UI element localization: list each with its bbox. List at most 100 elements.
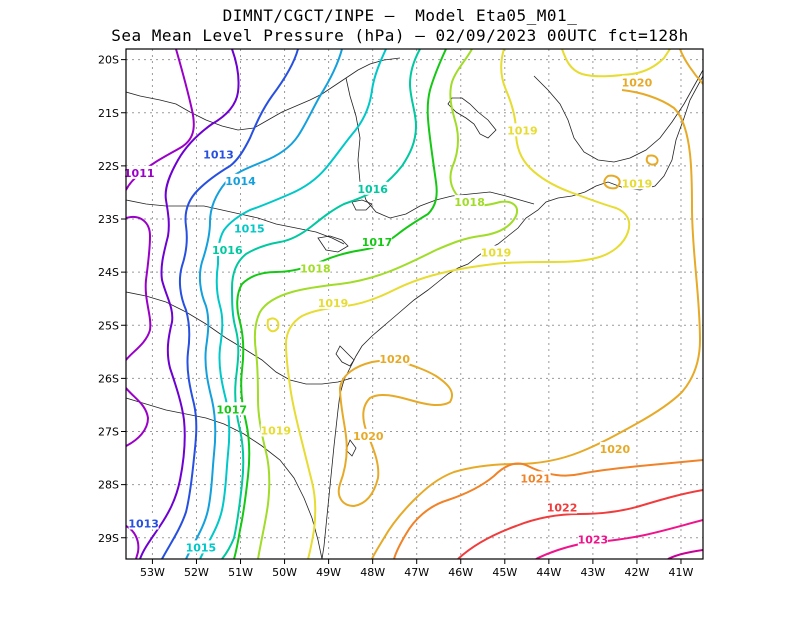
x-tick-label: 47W — [404, 566, 429, 579]
label-background — [507, 123, 538, 137]
isobar-1023 — [535, 519, 703, 559]
label-background — [520, 471, 551, 485]
isobar-value: 1013 — [203, 148, 234, 161]
isobar-label-1019: 1019 — [318, 296, 349, 310]
isobar-value: 1017 — [362, 236, 393, 249]
lake-outline — [447, 97, 497, 139]
isobar-1019 — [266, 49, 671, 559]
x-tick-label: 48W — [360, 566, 385, 579]
isobar-value: 1023 — [578, 533, 609, 546]
isobar-label-1017: 1017 — [216, 402, 247, 416]
isobar-1013 — [161, 49, 299, 559]
label-background — [480, 245, 511, 259]
x-tick-label: 49W — [316, 566, 341, 579]
x-tick-label: 42W — [624, 566, 649, 579]
isobar-label-1023: 1023 — [577, 532, 609, 546]
contour-labels: 1011 1013 1013 1014 1015 1015 1016 1016 1017 1017… — [124, 75, 653, 554]
isobar-1018 — [253, 49, 518, 559]
y-tick-label: 20S — [98, 54, 119, 67]
label-background — [212, 242, 243, 256]
isobar-label-1013: 1013 — [128, 516, 159, 530]
y-tick-label: 25S — [98, 319, 119, 332]
x-tick-label: 41W — [669, 566, 694, 579]
isobar-label-1019: 1019 — [621, 176, 653, 190]
isobar-label-1015: 1015 — [234, 221, 265, 236]
isobar-1016 — [221, 49, 421, 559]
y-tick-label: 23S — [98, 213, 119, 226]
isobar-value: 1019 — [318, 297, 349, 310]
isobar-value: 1019 — [507, 124, 538, 137]
isobar-label-1019: 1019 — [260, 423, 291, 438]
x-tick-label: 53W — [140, 566, 165, 579]
isobar-value: 1015 — [234, 223, 265, 236]
label-background — [357, 181, 388, 195]
y-tick-label: 28S — [98, 479, 119, 492]
label-background — [577, 532, 608, 546]
isobar-label-1020: 1020 — [379, 351, 410, 366]
isobar-label-1014: 1014 — [225, 173, 256, 188]
isobar-label-1013: 1013 — [203, 147, 234, 161]
isobar-label-1016: 1016 — [212, 242, 243, 257]
x-tick-label: 44W — [536, 566, 561, 579]
island-outline — [351, 199, 373, 211]
label-background — [621, 176, 652, 190]
x-tick-label: 46W — [448, 566, 473, 579]
isobar-label-1018: 1018 — [454, 195, 485, 209]
state-border — [533, 69, 703, 163]
label-background — [128, 516, 159, 530]
x-tick-label: 43W — [580, 566, 605, 579]
isobar-value: 1020 — [622, 77, 653, 90]
label-background — [353, 428, 384, 442]
chart-subtitle: Sea Mean Level Pressure (hPa) – 02/09/20… — [111, 26, 689, 45]
y-tick-label: 24S — [98, 266, 119, 279]
isobar-value: 1015 — [186, 541, 217, 554]
label-background — [318, 296, 349, 309]
isobar-label-1017: 1017 — [362, 234, 393, 249]
isobar-value: 1019 — [481, 247, 512, 260]
isobar-value: 1016 — [212, 244, 243, 257]
label-background — [599, 442, 630, 456]
isobar-value: 1019 — [622, 177, 653, 190]
coastline — [321, 75, 703, 559]
isobar-value: 1016 — [357, 183, 388, 196]
x-tick-label: 52W — [184, 566, 209, 579]
label-background — [621, 75, 652, 89]
state-border — [126, 57, 401, 131]
isobar-label-1020: 1020 — [353, 428, 384, 443]
isobar-value: 1022 — [547, 502, 578, 515]
x-tick-label: 51W — [228, 566, 253, 579]
isobar-label-1020: 1020 — [621, 75, 653, 90]
y-tick-label: 22S — [98, 160, 119, 173]
isobar-value: 1020 — [600, 443, 631, 456]
isobar-value: 1018 — [300, 262, 331, 275]
label-background — [203, 147, 234, 161]
isobar-label-1018: 1018 — [300, 261, 331, 275]
isobar-1012 — [139, 49, 240, 559]
chart-title: DIMNT/CGCT/INPE – Model Eta05_M01_ — [222, 6, 578, 25]
isobar-label-1022: 1022 — [547, 500, 578, 515]
isobar-value: 1021 — [520, 472, 551, 485]
state-border — [345, 77, 535, 219]
label-background — [185, 540, 216, 554]
x-tick-label: 45W — [492, 566, 517, 579]
label-background — [225, 173, 256, 187]
isobar-value: 1011 — [124, 167, 155, 180]
isobar-1020 — [337, 49, 703, 559]
isobars — [126, 49, 703, 559]
isobar-1017 — [233, 49, 447, 559]
isobar-label-1021: 1021 — [520, 471, 551, 485]
isobar-value: 1017 — [216, 403, 247, 416]
x-tick-label: 50W — [272, 566, 297, 579]
label-background — [124, 165, 155, 179]
plot-frame — [125, 48, 704, 560]
label-background — [362, 234, 393, 248]
isobar-1024 — [667, 549, 703, 559]
isobar-value: 1019 — [260, 425, 291, 438]
isobar-1021 — [393, 459, 703, 559]
isobar-label-1019: 1019 — [480, 245, 512, 260]
label-background — [260, 423, 291, 437]
label-background — [300, 261, 331, 275]
bay-outline — [335, 345, 355, 367]
isobar-label-1019: 1019 — [507, 123, 538, 137]
